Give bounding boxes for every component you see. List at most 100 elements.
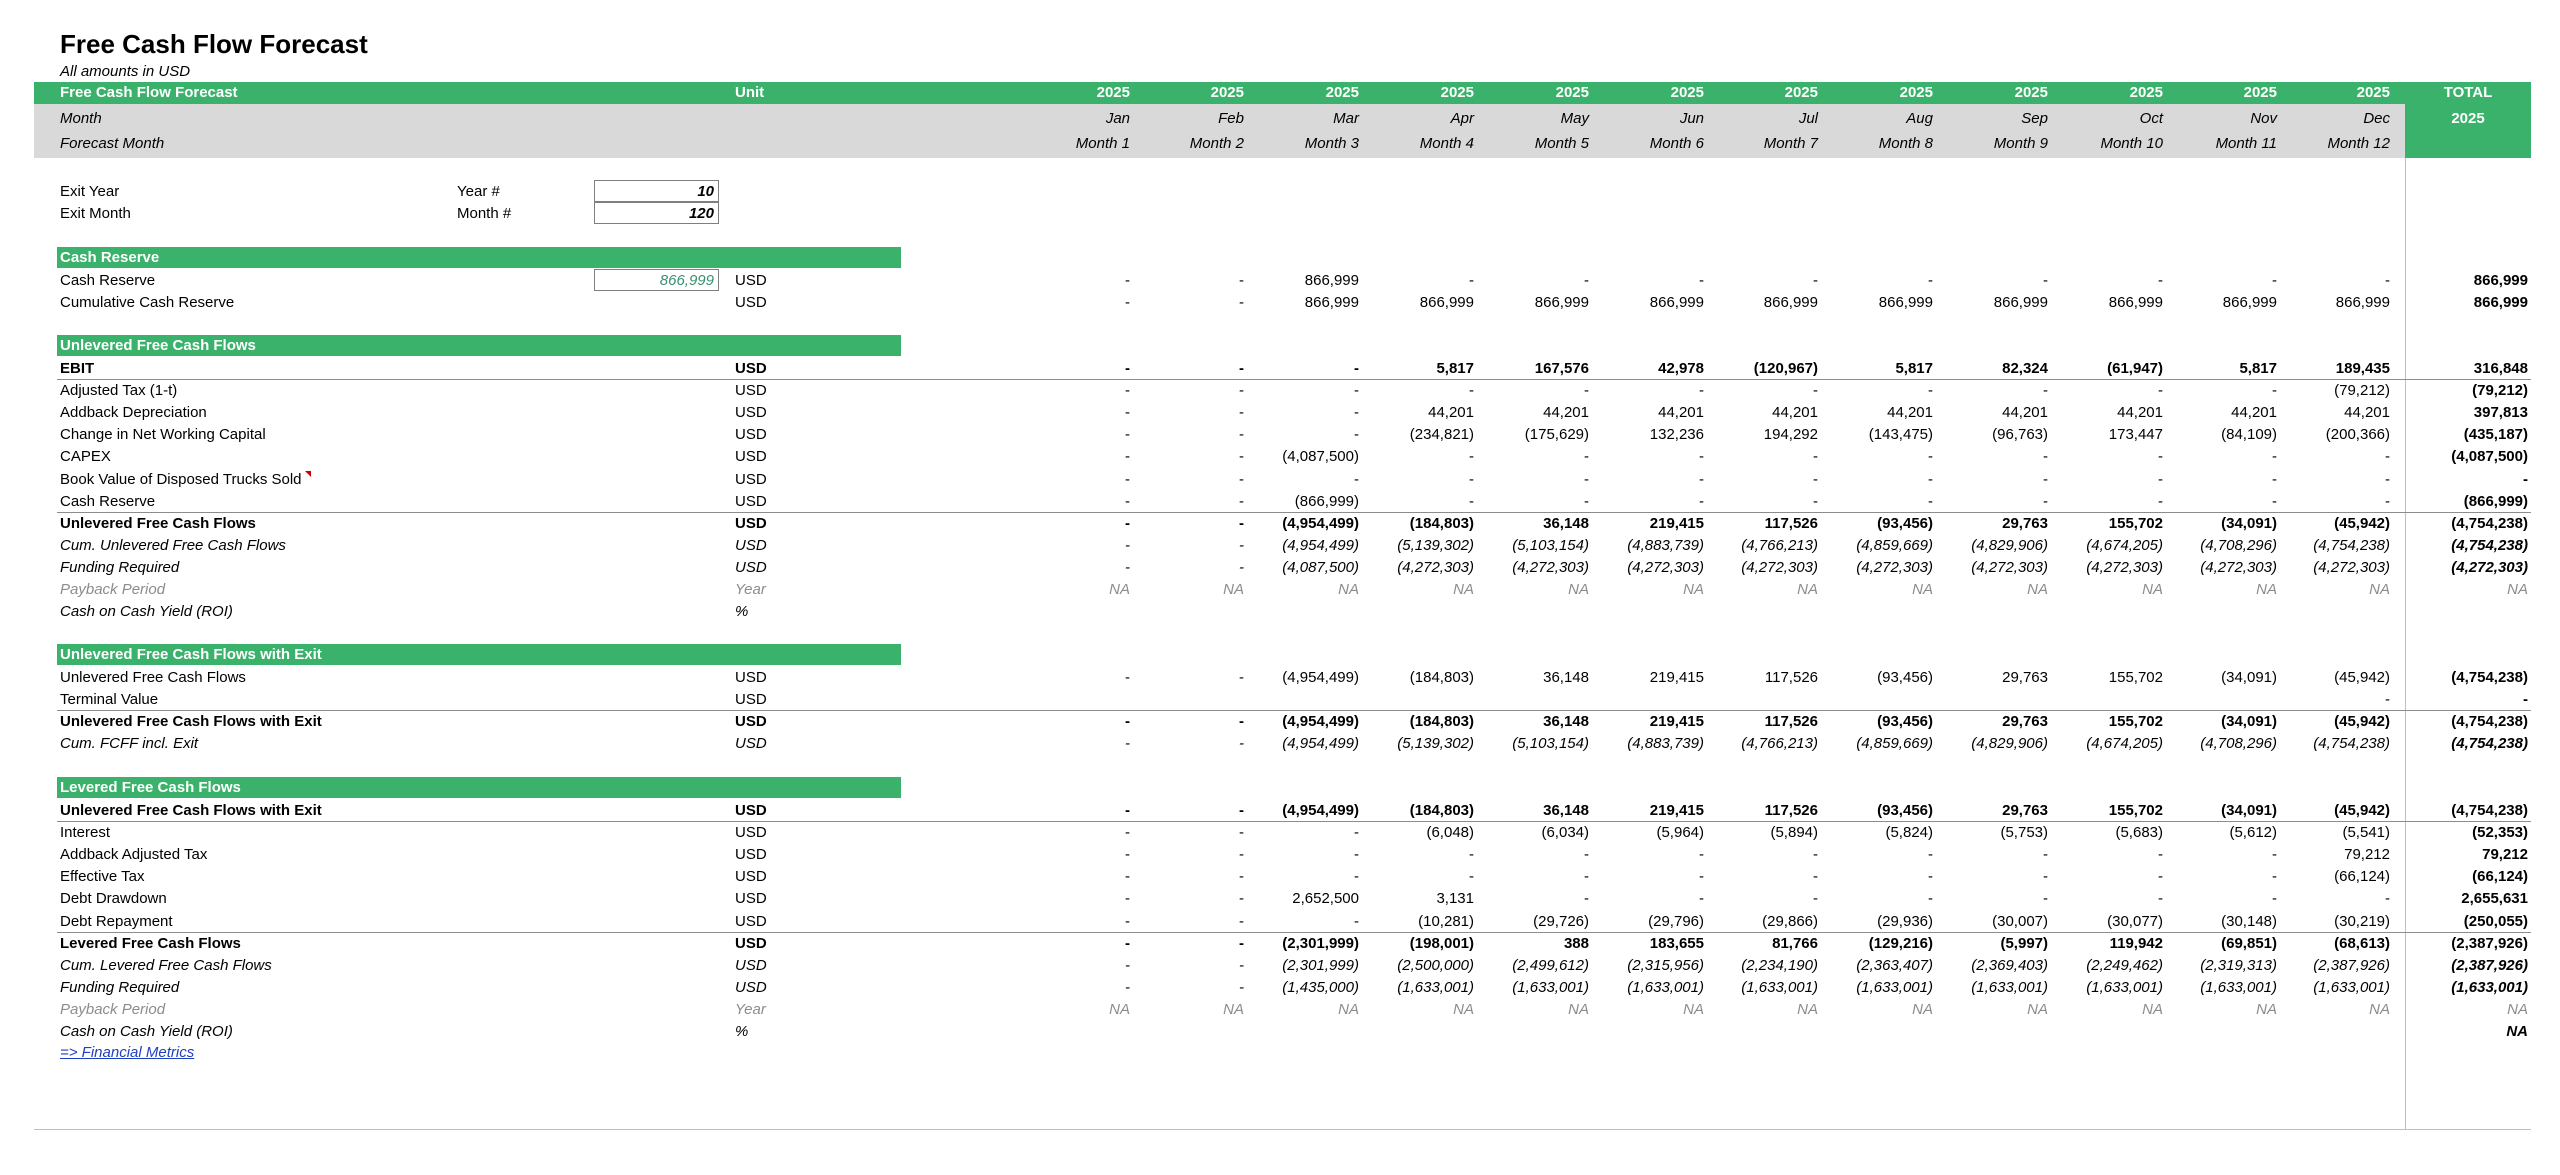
section-title: Levered Free Cash Flows [60,778,241,796]
header-year: 2025 [2129,84,2163,101]
row-value: 155,702 [2108,713,2163,730]
row-value: (4,272,303) [1856,559,1933,576]
row-value: - [1239,294,1244,311]
row-value: 42,978 [1658,360,1704,377]
row-value: 117,526 [1764,713,1818,730]
row-value: (1,633,001) [1627,979,1704,996]
row-value: 173,447 [2108,426,2163,443]
header-year: 2025 [2014,84,2048,101]
row-unit: USD [735,935,767,952]
row-value: - [1469,448,1474,465]
row-value [1479,1021,1589,1043]
row-total: (4,754,238) [2451,515,2528,532]
row-value [1594,1021,1704,1043]
row-value: NA [2369,1001,2390,1018]
header-month: Nov [2250,110,2277,127]
row-total: (866,999) [2463,493,2528,510]
row-value: - [1125,846,1130,863]
row-value: (5,103,154) [1512,735,1589,752]
row-value: - [1239,382,1244,399]
header-month: Mar [1333,110,1359,127]
header-unit: Unit [735,84,765,101]
row-value: (2,301,999) [1282,935,1359,952]
row-value [1708,601,1818,623]
row-value [1823,1021,1933,1043]
row-unit: USD [735,669,767,686]
row-value: 219,415 [1649,802,1704,819]
row-value: - [1584,382,1589,399]
row-value: 866,999 [1304,272,1359,289]
row-value [1249,689,1359,711]
row-value: (184,803) [1409,802,1474,819]
row-unit: USD [735,713,767,730]
row-value: (2,363,407) [1856,957,1933,974]
row-value: - [1239,868,1244,885]
row-unit: USD [735,868,767,885]
row-value: - [1125,802,1130,819]
row-total: 866,999 [2473,294,2528,311]
row-value: - [1354,824,1359,841]
row-unit: USD [735,559,767,576]
row-value: - [1354,846,1359,863]
row-value [1249,1021,1359,1043]
row-value: - [2158,471,2163,488]
cash-reserve-input[interactable] [594,269,719,291]
row-value [2280,1021,2390,1043]
comment-indicator-icon[interactable] [305,471,311,477]
total-column-separator [2405,158,2406,1130]
row-value: (30,007) [1992,913,2048,930]
row-value: - [2272,382,2277,399]
row-value: - [1125,868,1130,885]
row-value: - [1699,890,1704,907]
row-value: - [1584,493,1589,510]
row-value: (4,754,238) [2313,735,2390,752]
row-value: (45,942) [2334,802,2390,819]
row-value: - [1125,493,1130,510]
row-value: 29,763 [2002,802,2048,819]
row-value: (5,541) [2342,824,2390,841]
row-value: NA [2027,1001,2048,1018]
row-value: (30,148) [2221,913,2277,930]
row-value: - [1239,735,1244,752]
financial-metrics-link[interactable]: => Financial Metrics [60,1044,195,1061]
row-value: (184,803) [1409,515,1474,532]
row-value: - [1584,272,1589,289]
row-value: - [1239,979,1244,996]
exit-year-input[interactable] [594,180,719,202]
row-value: (120,967) [1753,360,1818,377]
header-band [34,82,2531,104]
row-value: (5,139,302) [1397,735,1474,752]
row-value: - [1125,382,1130,399]
row-value: 3,131 [1436,890,1474,907]
row-value: NA [1223,1001,1244,1018]
row-total: 79,212 [2482,846,2528,863]
row-total: (2,387,926) [2451,935,2528,952]
header-year: 2025 [1555,84,1589,101]
row-value: - [1239,935,1244,952]
row-value: - [1813,272,1818,289]
row-value: 167,576 [1534,360,1589,377]
header-month: Aug [1906,110,1933,127]
row-value: (1,435,000) [1282,979,1359,996]
row-value: - [1584,890,1589,907]
row-value [1823,601,1933,623]
exit-month-input[interactable] [594,202,719,224]
row-value: (1,633,001) [2086,979,2163,996]
row-value: (1,633,001) [1856,979,1933,996]
row-value: (4,754,238) [2313,537,2390,554]
row-value: NA [2027,581,2048,598]
row-value: - [1699,846,1704,863]
row-value: (96,763) [1992,426,2048,443]
row-label: EBIT [60,360,95,377]
row-value: NA [1109,581,1130,598]
row-value: (4,954,499) [1282,669,1359,686]
row-label: Cum. FCFF incl. Exit [60,735,199,752]
row-value [1134,601,1244,623]
row-value: (143,475) [1868,426,1933,443]
row-value: - [1125,537,1130,554]
row-value: - [1813,868,1818,885]
row-value: 5,817 [2239,360,2277,377]
row-value: - [2043,272,2048,289]
row-value: (4,674,205) [2086,537,2163,554]
row-value: 388 [1563,935,1589,952]
